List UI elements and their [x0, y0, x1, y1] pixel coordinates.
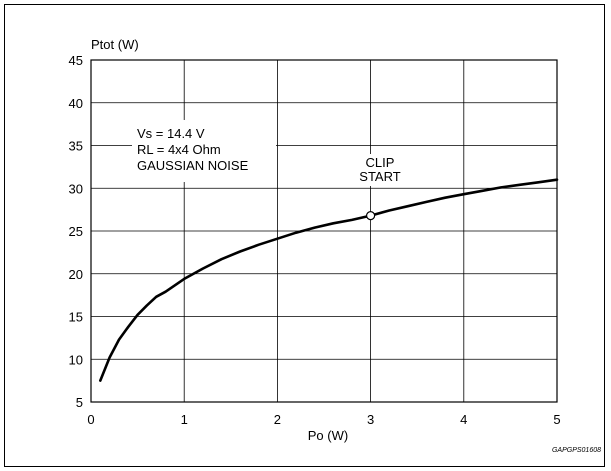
condition-load: RL = 4x4 Ohm: [137, 142, 221, 157]
figure-code: GAPGPS01608: [552, 447, 601, 454]
y-tick-label: 40: [69, 96, 83, 111]
figure-frame: [4, 4, 605, 467]
y-tick-label: 30: [69, 181, 83, 196]
x-tick-label: 1: [181, 412, 188, 427]
clip-label-line-2: START: [359, 169, 400, 184]
x-tick-label: 3: [367, 412, 374, 427]
y-tick-label: 20: [69, 267, 83, 282]
x-tick-label: 2: [274, 412, 281, 427]
grid: [91, 60, 557, 402]
y-tick-labels: 5 10 15 20 25 30 35 40 45: [69, 53, 83, 410]
y-tick-label: 10: [69, 352, 83, 367]
conditions-text: Vs = 14.4 V RL = 4x4 Ohm GAUSSIAN NOISE: [137, 126, 249, 173]
y-tick-label: 25: [69, 224, 83, 239]
y-axis-label: Ptot (W): [91, 37, 139, 52]
clip-label-box: [356, 154, 402, 186]
x-tick-label: 5: [553, 412, 560, 427]
clip-label-line-1: CLIP: [366, 155, 395, 170]
x-tick-labels: 0 1 2 3 4 5: [87, 412, 560, 427]
plot-area: [90, 59, 558, 403]
x-tick-label: 0: [87, 412, 94, 427]
y-tick-label: 15: [69, 310, 83, 325]
y-tick-label: 35: [69, 139, 83, 154]
condition-signal: GAUSSIAN NOISE: [137, 158, 249, 173]
clip-start-label: CLIP START: [359, 155, 400, 184]
y-tick-label: 45: [69, 53, 83, 68]
x-tick-label: 4: [460, 412, 467, 427]
conditions-box: [132, 120, 276, 182]
condition-supply-voltage: Vs = 14.4 V: [137, 126, 205, 141]
y-tick-label: 5: [76, 395, 83, 410]
clip-start-marker: [366, 211, 376, 221]
series-line: [99, 178, 559, 382]
x-axis-label: Po (W): [308, 428, 348, 443]
